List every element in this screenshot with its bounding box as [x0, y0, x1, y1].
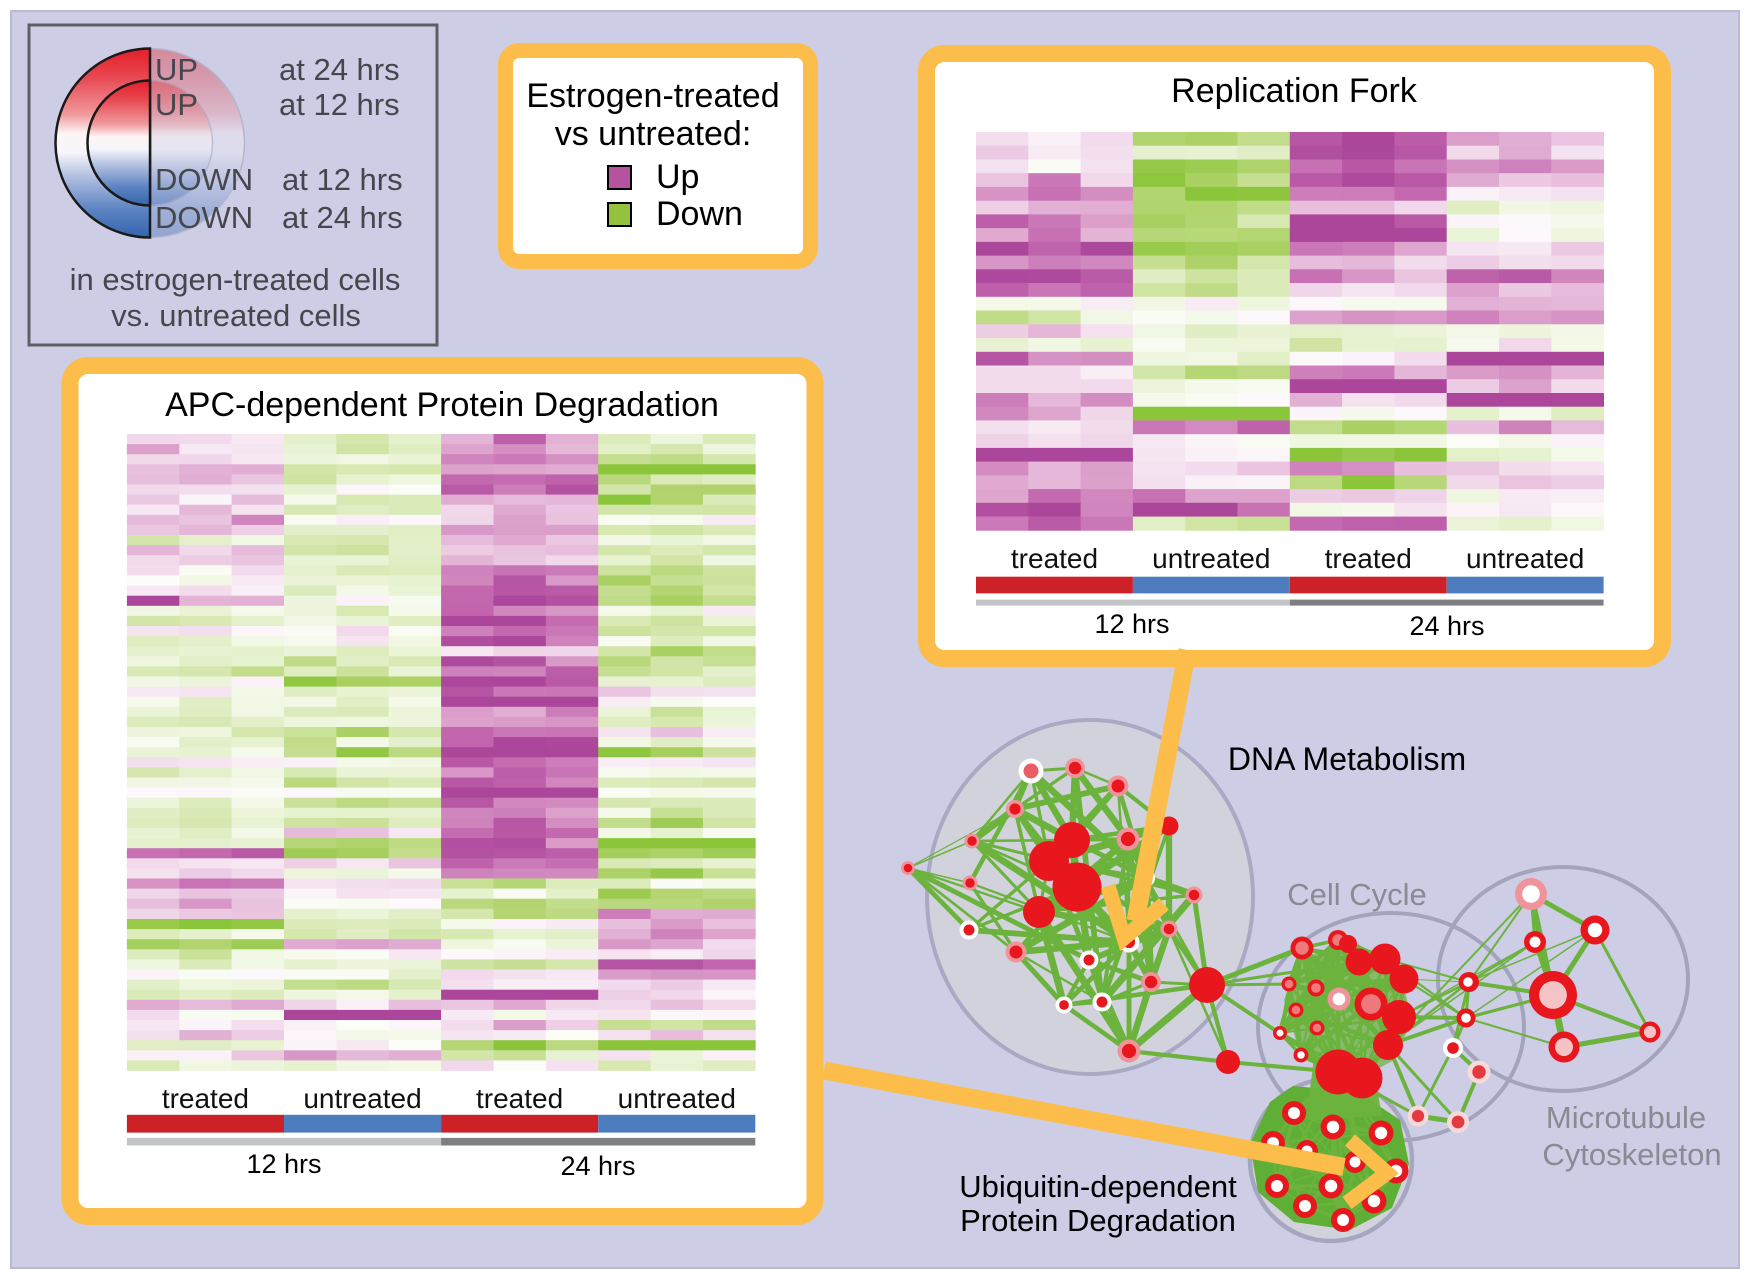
svg-text:Cytoskeleton: Cytoskeleton: [1542, 1137, 1721, 1172]
svg-text:Down: Down: [656, 195, 743, 233]
svg-text:Protein Degradation: Protein Degradation: [960, 1203, 1236, 1238]
svg-text:untreated: untreated: [1152, 543, 1270, 574]
svg-text:at 12 hrs: at 12 hrs: [282, 162, 403, 197]
svg-text:treated: treated: [476, 1083, 563, 1114]
svg-text:DOWN: DOWN: [155, 200, 253, 235]
svg-text:DOWN: DOWN: [155, 162, 253, 197]
svg-text:Microtubule: Microtubule: [1546, 1100, 1706, 1135]
svg-text:vs untreated:: vs untreated:: [555, 115, 752, 153]
svg-text:treated: treated: [1325, 543, 1412, 574]
svg-text:Ubiquitin-dependent: Ubiquitin-dependent: [959, 1169, 1237, 1204]
svg-text:untreated: untreated: [1466, 543, 1584, 574]
svg-text:at 24 hrs: at 24 hrs: [282, 200, 403, 235]
svg-text:treated: treated: [162, 1083, 249, 1114]
svg-text:12 hrs: 12 hrs: [1094, 609, 1169, 639]
svg-text:12 hrs: 12 hrs: [246, 1149, 321, 1179]
svg-text:24 hrs: 24 hrs: [1409, 611, 1484, 641]
svg-text:untreated: untreated: [618, 1083, 736, 1114]
svg-text:DNA Metabolism: DNA Metabolism: [1228, 741, 1466, 777]
svg-text:Estrogen-treated: Estrogen-treated: [526, 77, 779, 115]
svg-text:untreated: untreated: [303, 1083, 421, 1114]
svg-text:in estrogen-treated cells: in estrogen-treated cells: [70, 262, 401, 297]
svg-text:UP: UP: [155, 52, 198, 87]
svg-text:treated: treated: [1011, 543, 1098, 574]
svg-text:UP: UP: [155, 87, 198, 122]
svg-text:Cell Cycle: Cell Cycle: [1287, 877, 1427, 912]
svg-text:APC-dependent Protein Degradat: APC-dependent Protein Degradation: [165, 386, 719, 424]
svg-text:Up: Up: [656, 158, 699, 196]
svg-text:Replication Fork: Replication Fork: [1171, 72, 1418, 110]
svg-text:at 12 hrs: at 12 hrs: [279, 87, 400, 122]
svg-text:vs. untreated cells: vs. untreated cells: [111, 298, 361, 333]
svg-text:at 24 hrs: at 24 hrs: [279, 52, 400, 87]
svg-text:24 hrs: 24 hrs: [560, 1151, 635, 1181]
